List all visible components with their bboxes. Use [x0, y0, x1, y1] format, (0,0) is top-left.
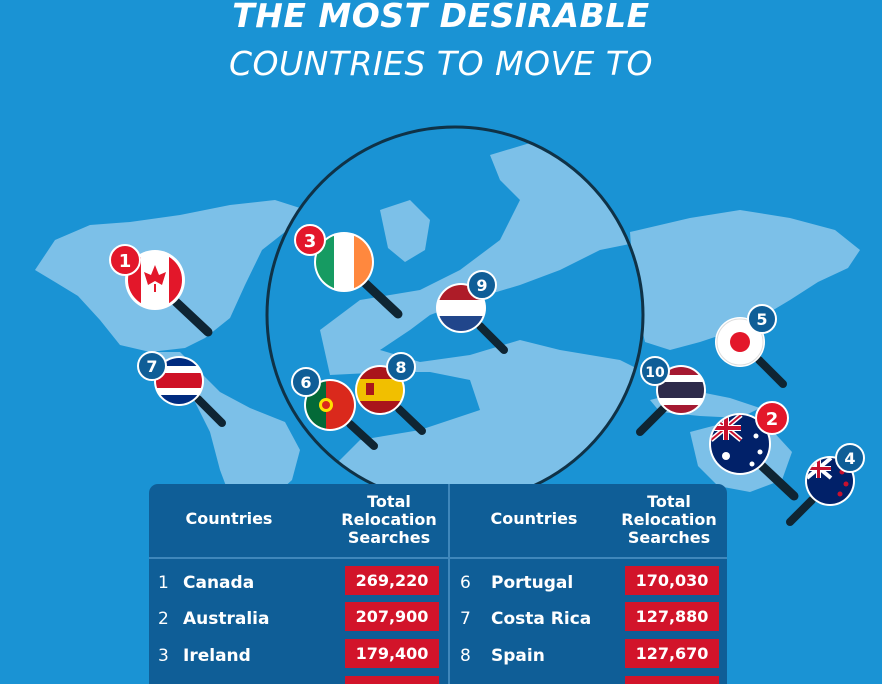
thailand-flag: [658, 367, 704, 413]
page-subtitle: COUNTRIES TO MOVE TO: [228, 44, 654, 83]
svg-text:9: 9: [476, 276, 487, 295]
row-searches: 170,030: [625, 566, 719, 595]
row-rank: 6: [460, 573, 471, 593]
svg-text:6: 6: [300, 373, 311, 392]
marker-spain: 8: [355, 352, 426, 435]
row-rank: 7: [460, 609, 471, 629]
marker-thailand: 10: [636, 356, 706, 436]
svg-text:10: 10: [645, 365, 665, 381]
page-title: THE MOST DESIRABLE: [232, 0, 650, 35]
svg-text:7: 7: [146, 357, 157, 376]
header-countries-right: Countries: [490, 509, 578, 528]
marker-japan: 5: [715, 304, 787, 388]
marker-ireland: 3: [294, 224, 403, 319]
costa-rica-flag: [156, 358, 202, 404]
header-searches-left: Total Relocation Searches: [341, 492, 437, 547]
row-rank: 8: [460, 646, 471, 666]
row-rank: 2: [158, 609, 169, 629]
column-divider: [448, 484, 450, 684]
marker-canada: 1: [109, 244, 213, 337]
marker-costa-rica: 7: [137, 351, 226, 427]
row-country: Portugal: [491, 573, 574, 593]
americas-landmass: [35, 200, 300, 510]
marker-portugal: 6: [291, 367, 378, 450]
row-country: Ireland: [183, 646, 251, 666]
svg-text:2: 2: [766, 409, 779, 430]
svg-text:8: 8: [395, 358, 406, 377]
header-countries-left: Countries: [185, 509, 273, 528]
header-divider: [149, 557, 727, 559]
row-searches-partial: [345, 676, 439, 684]
row-country: Spain: [491, 646, 545, 666]
svg-text:3: 3: [304, 231, 317, 252]
svg-text:5: 5: [756, 310, 767, 329]
row-rank: 1: [158, 573, 169, 593]
svg-text:4: 4: [844, 449, 855, 468]
row-searches: 207,900: [345, 602, 439, 631]
row-searches-partial: [625, 676, 719, 684]
marker-netherlands: 9: [436, 270, 508, 354]
row-searches: 269,220: [345, 566, 439, 595]
row-country: Canada: [183, 573, 255, 593]
marker-new-zealand: 4: [786, 443, 865, 526]
row-country: Australia: [183, 609, 270, 629]
svg-text:1: 1: [119, 251, 132, 272]
row-rank: 3: [158, 646, 169, 666]
header-searches-right: Total Relocation Searches: [621, 492, 717, 547]
row-searches: 127,880: [625, 602, 719, 631]
row-searches: 179,400: [345, 639, 439, 668]
marker-australia: 2: [709, 401, 799, 501]
row-searches: 127,670: [625, 639, 719, 668]
row-country: Costa Rica: [491, 609, 592, 629]
relocation-table: Countries Total Relocation Searches Coun…: [149, 484, 727, 684]
australia-flag: [711, 415, 769, 473]
